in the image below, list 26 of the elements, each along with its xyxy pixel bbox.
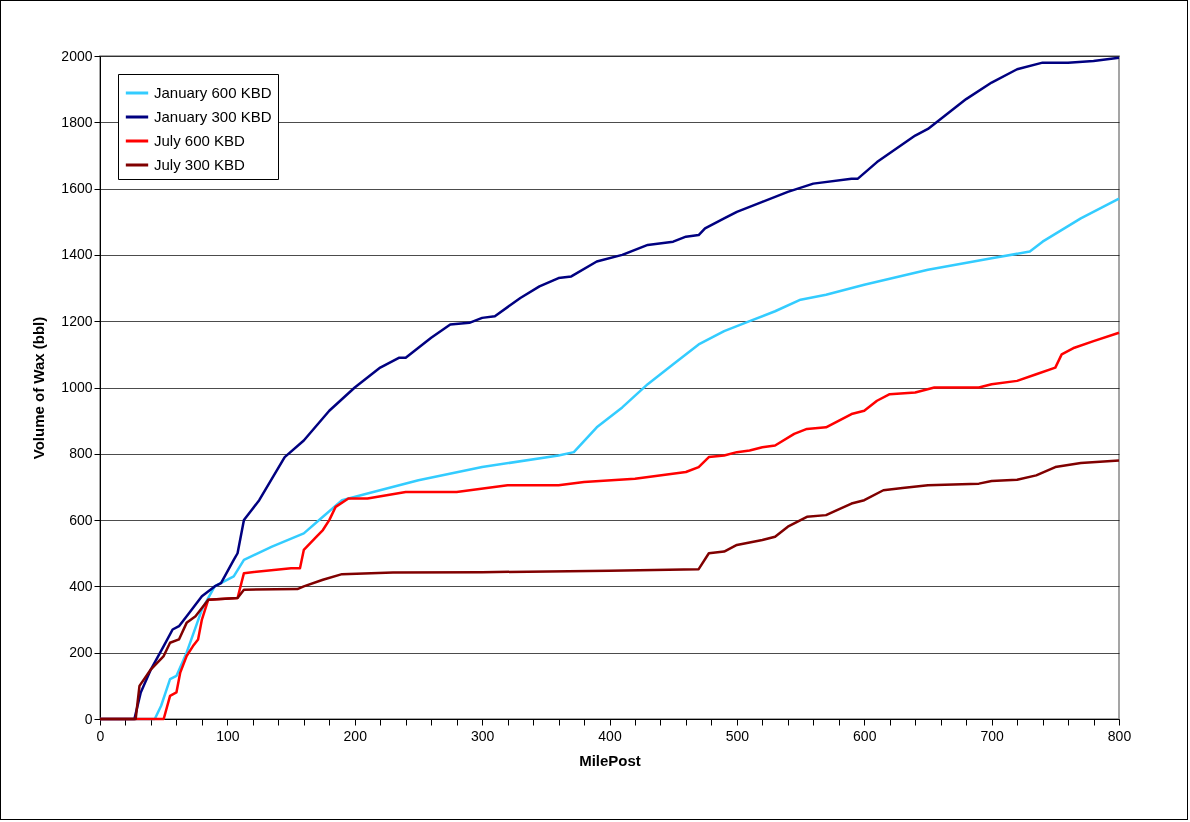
- y-tick-label: 200: [69, 644, 93, 661]
- y-tick-label: 1800: [61, 113, 93, 130]
- y-tick-label: 400: [69, 577, 93, 594]
- legend-label: July 300 KBD: [154, 156, 246, 173]
- y-tick-label: 1600: [61, 180, 93, 197]
- y-tick-label: 600: [69, 511, 93, 528]
- x-tick-label: 400: [598, 727, 622, 744]
- legend-label: July 600 KBD: [154, 132, 246, 149]
- y-tick-label: 1200: [61, 312, 93, 329]
- y-tick-label: 1400: [61, 246, 93, 263]
- x-tick-label: 800: [1107, 727, 1132, 744]
- x-tick-label: 500: [725, 727, 750, 744]
- legend-label: January 300 KBD: [154, 108, 272, 125]
- x-tick-label: 600: [853, 727, 877, 744]
- x-tick-label: 300: [470, 727, 495, 744]
- legend-label: January 600 KBD: [154, 84, 272, 101]
- y-tick-label: 0: [84, 710, 93, 727]
- x-tick-label: 100: [216, 727, 240, 744]
- y-tick-label: 2000: [61, 47, 93, 64]
- x-tick-label: 200: [343, 727, 368, 744]
- x-tick-label: 0: [96, 727, 105, 744]
- x-axis-title: MilePost: [579, 751, 641, 769]
- y-tick-label: 1000: [61, 379, 93, 395]
- y-tick-label: 800: [69, 445, 93, 462]
- x-tick-label: 700: [980, 727, 1005, 744]
- y-axis-title: Volume of Wax (bbl): [30, 316, 48, 460]
